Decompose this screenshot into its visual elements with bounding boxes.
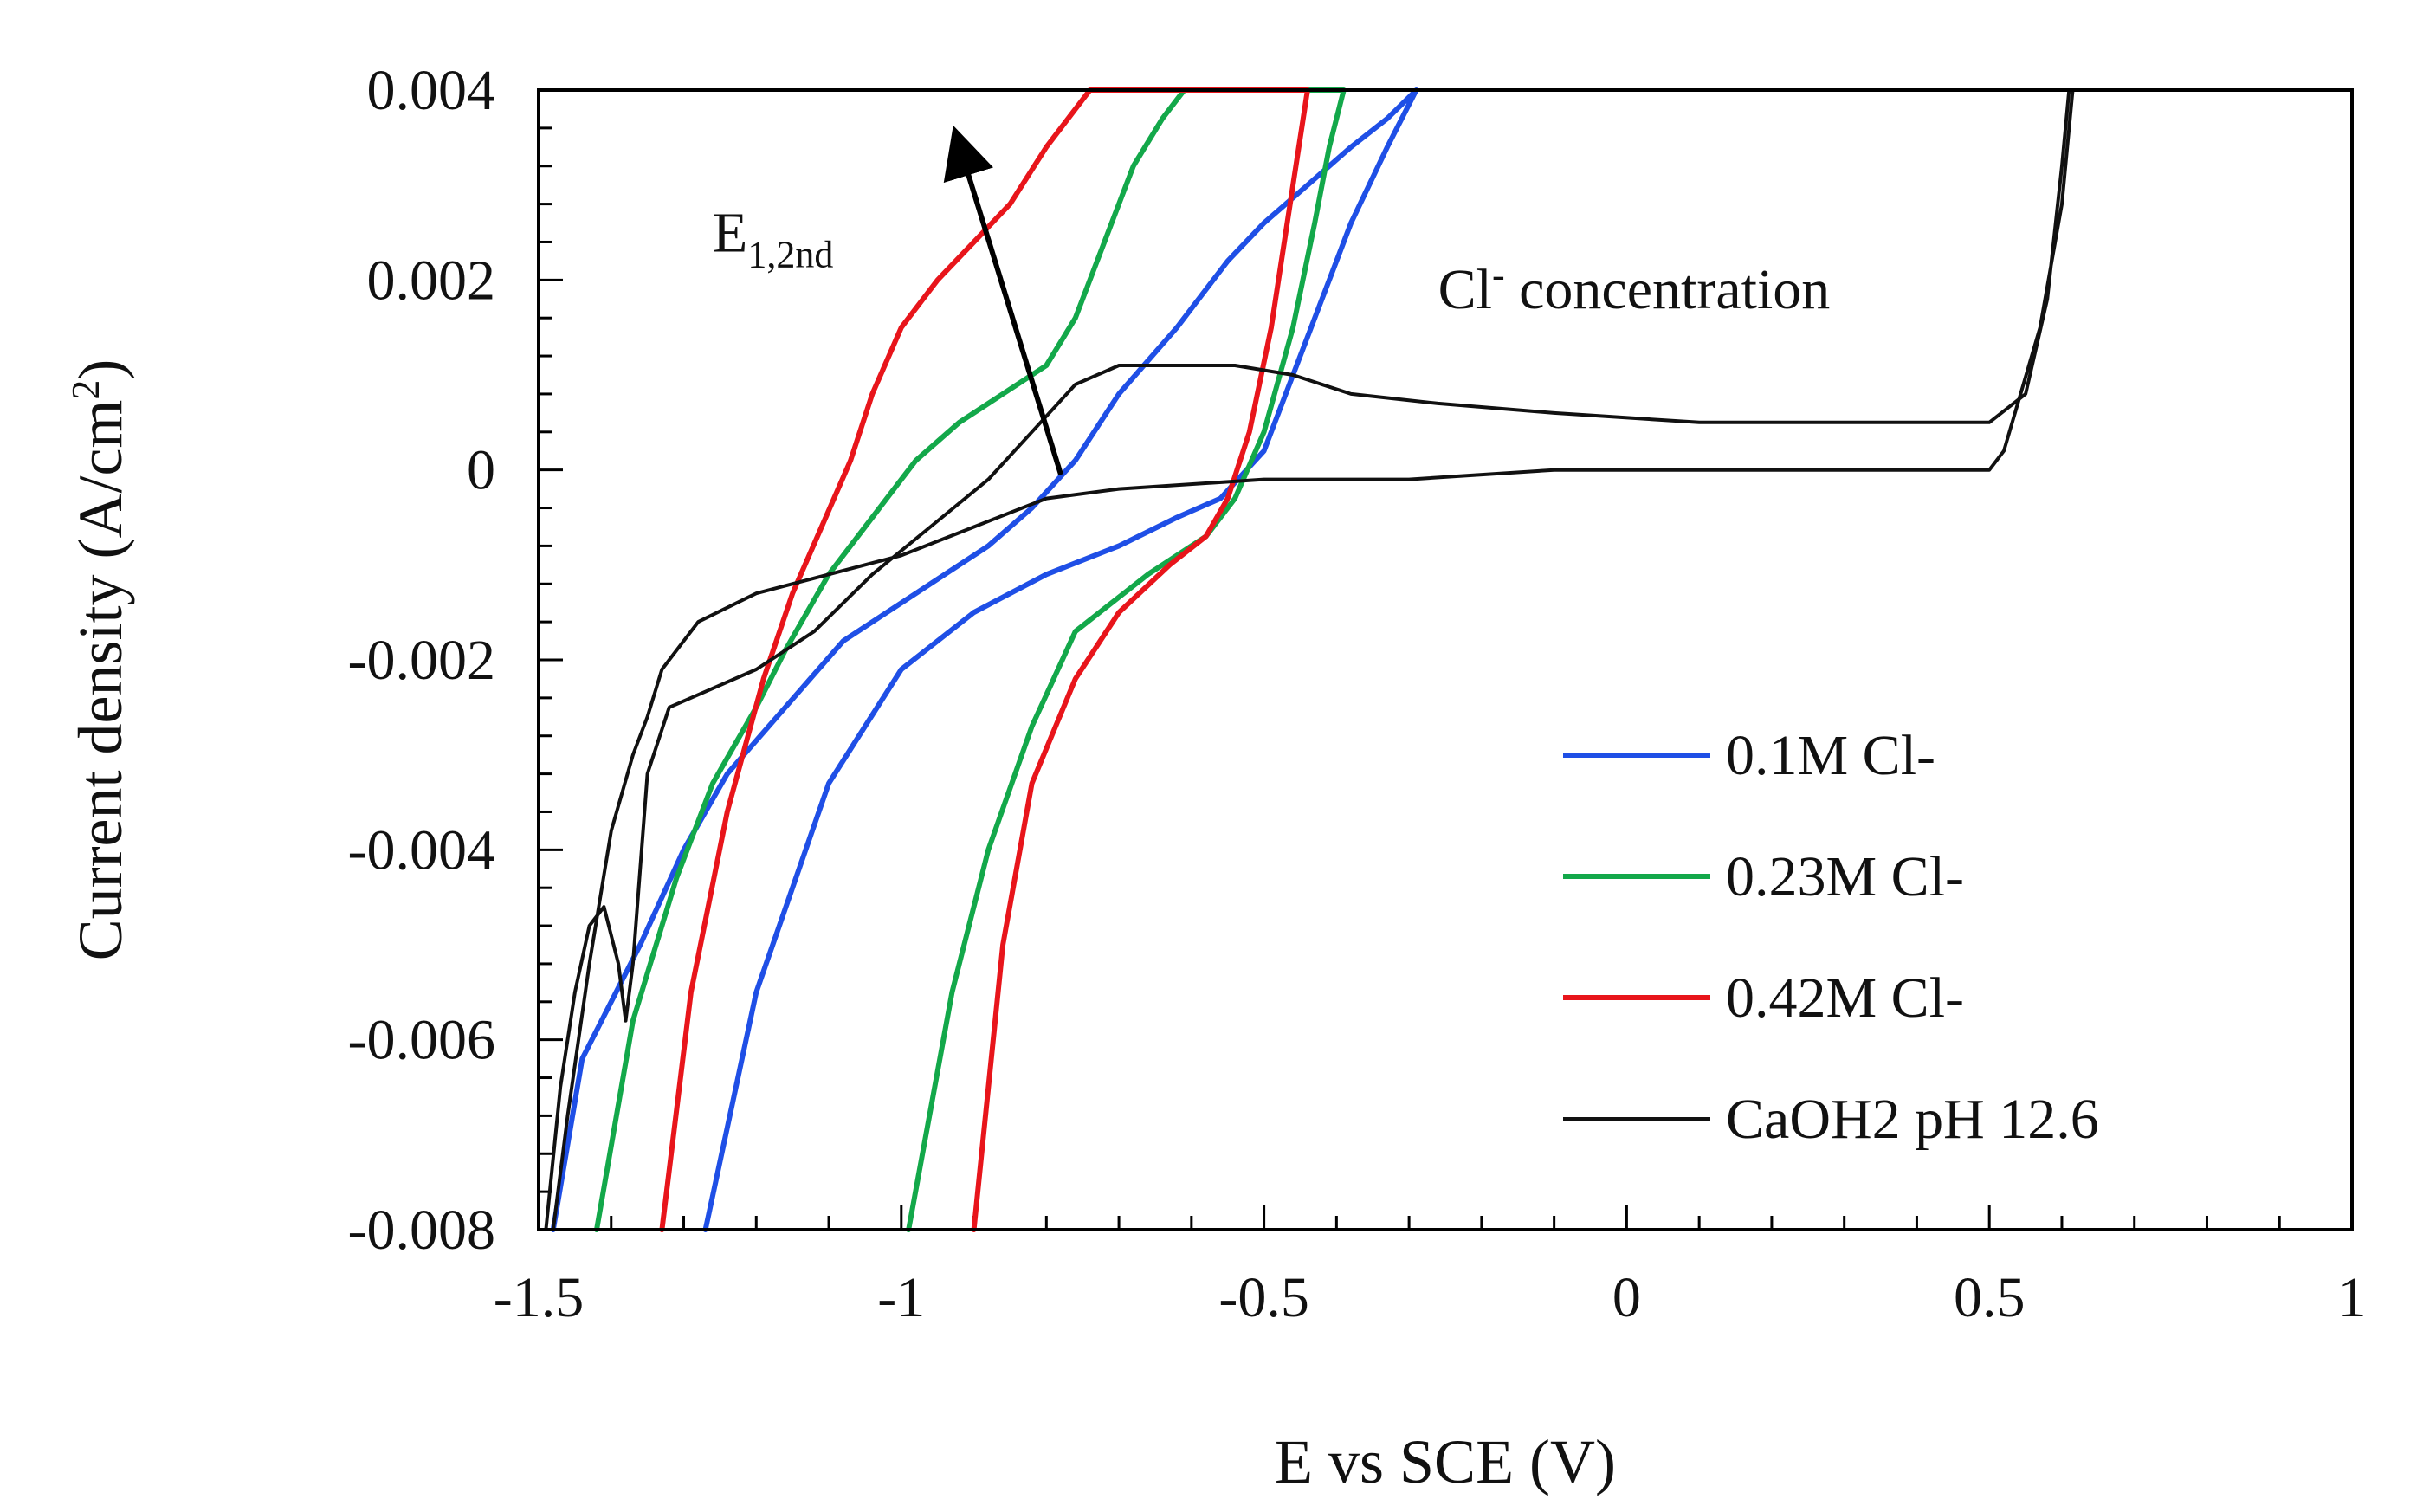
y-tick-label: 0.002 — [367, 249, 496, 312]
x-tick-labels: -1.5 -1 -0.5 0 0.5 1 — [494, 1266, 2367, 1329]
x-tick-label: 0 — [1612, 1266, 1641, 1329]
annotation-cl-sup: - — [1492, 254, 1505, 296]
annotation-e-label: E1,2nd — [713, 201, 833, 275]
series-line-3 — [659, 87, 1310, 1232]
y-axis-label: Current density (A/cm2) — [63, 359, 135, 961]
legend-label-1: 0.1M Cl- — [1726, 724, 1935, 787]
legend: 0.1M Cl- 0.23M Cl- 0.42M Cl- CaOH2 pH 12.6 — [1563, 724, 2099, 1151]
y-tick-label: 0 — [467, 439, 495, 502]
y-axis-label-main: Current density (A/cm — [66, 400, 135, 961]
x-tick-label: -1 — [877, 1266, 925, 1329]
y-tick-labels: -0.008 -0.006 -0.004 -0.002 0 0.002 0.004 — [348, 59, 495, 1262]
y-tick-label: 0.004 — [367, 59, 496, 122]
series-layer — [544, 87, 2075, 1232]
annotation-e-sub: 1,2nd — [747, 233, 833, 275]
x-tick-label: 1 — [2338, 1266, 2367, 1329]
legend-label-3: 0.42M Cl- — [1726, 966, 1964, 1030]
y-tick-label: -0.002 — [348, 629, 495, 692]
annotation-cl-rest: concentration — [1505, 258, 1831, 321]
annotation-cl-main: Cl — [1438, 258, 1492, 321]
tick-marks — [537, 88, 2354, 1231]
plot-frame — [537, 88, 2354, 1231]
legend-label-4: CaOH2 pH 12.6 — [1726, 1088, 2099, 1151]
annotation-cl-label: Cl- concentration — [1438, 254, 1831, 321]
y-tick-label: -0.004 — [348, 818, 495, 882]
y-axis-label-end: ) — [66, 359, 135, 380]
annotation-e-main: E — [713, 201, 747, 264]
legend-label-2: 0.23M Cl- — [1726, 845, 1964, 908]
series-line-1 — [550, 87, 1419, 1232]
trend-arrow — [943, 125, 1063, 476]
series-line-4 — [544, 88, 2075, 1231]
x-axis-label: E vs SCE (V) — [1275, 1427, 1616, 1496]
y-tick-label: -0.008 — [348, 1199, 495, 1262]
x-tick-label: -0.5 — [1218, 1266, 1308, 1329]
x-tick-label: 0.5 — [1954, 1266, 2026, 1329]
y-tick-label: -0.006 — [348, 1009, 495, 1072]
y-axis-label-sup: 2 — [63, 380, 107, 400]
series-line-2 — [594, 87, 1347, 1232]
x-tick-label: -1.5 — [494, 1266, 584, 1329]
